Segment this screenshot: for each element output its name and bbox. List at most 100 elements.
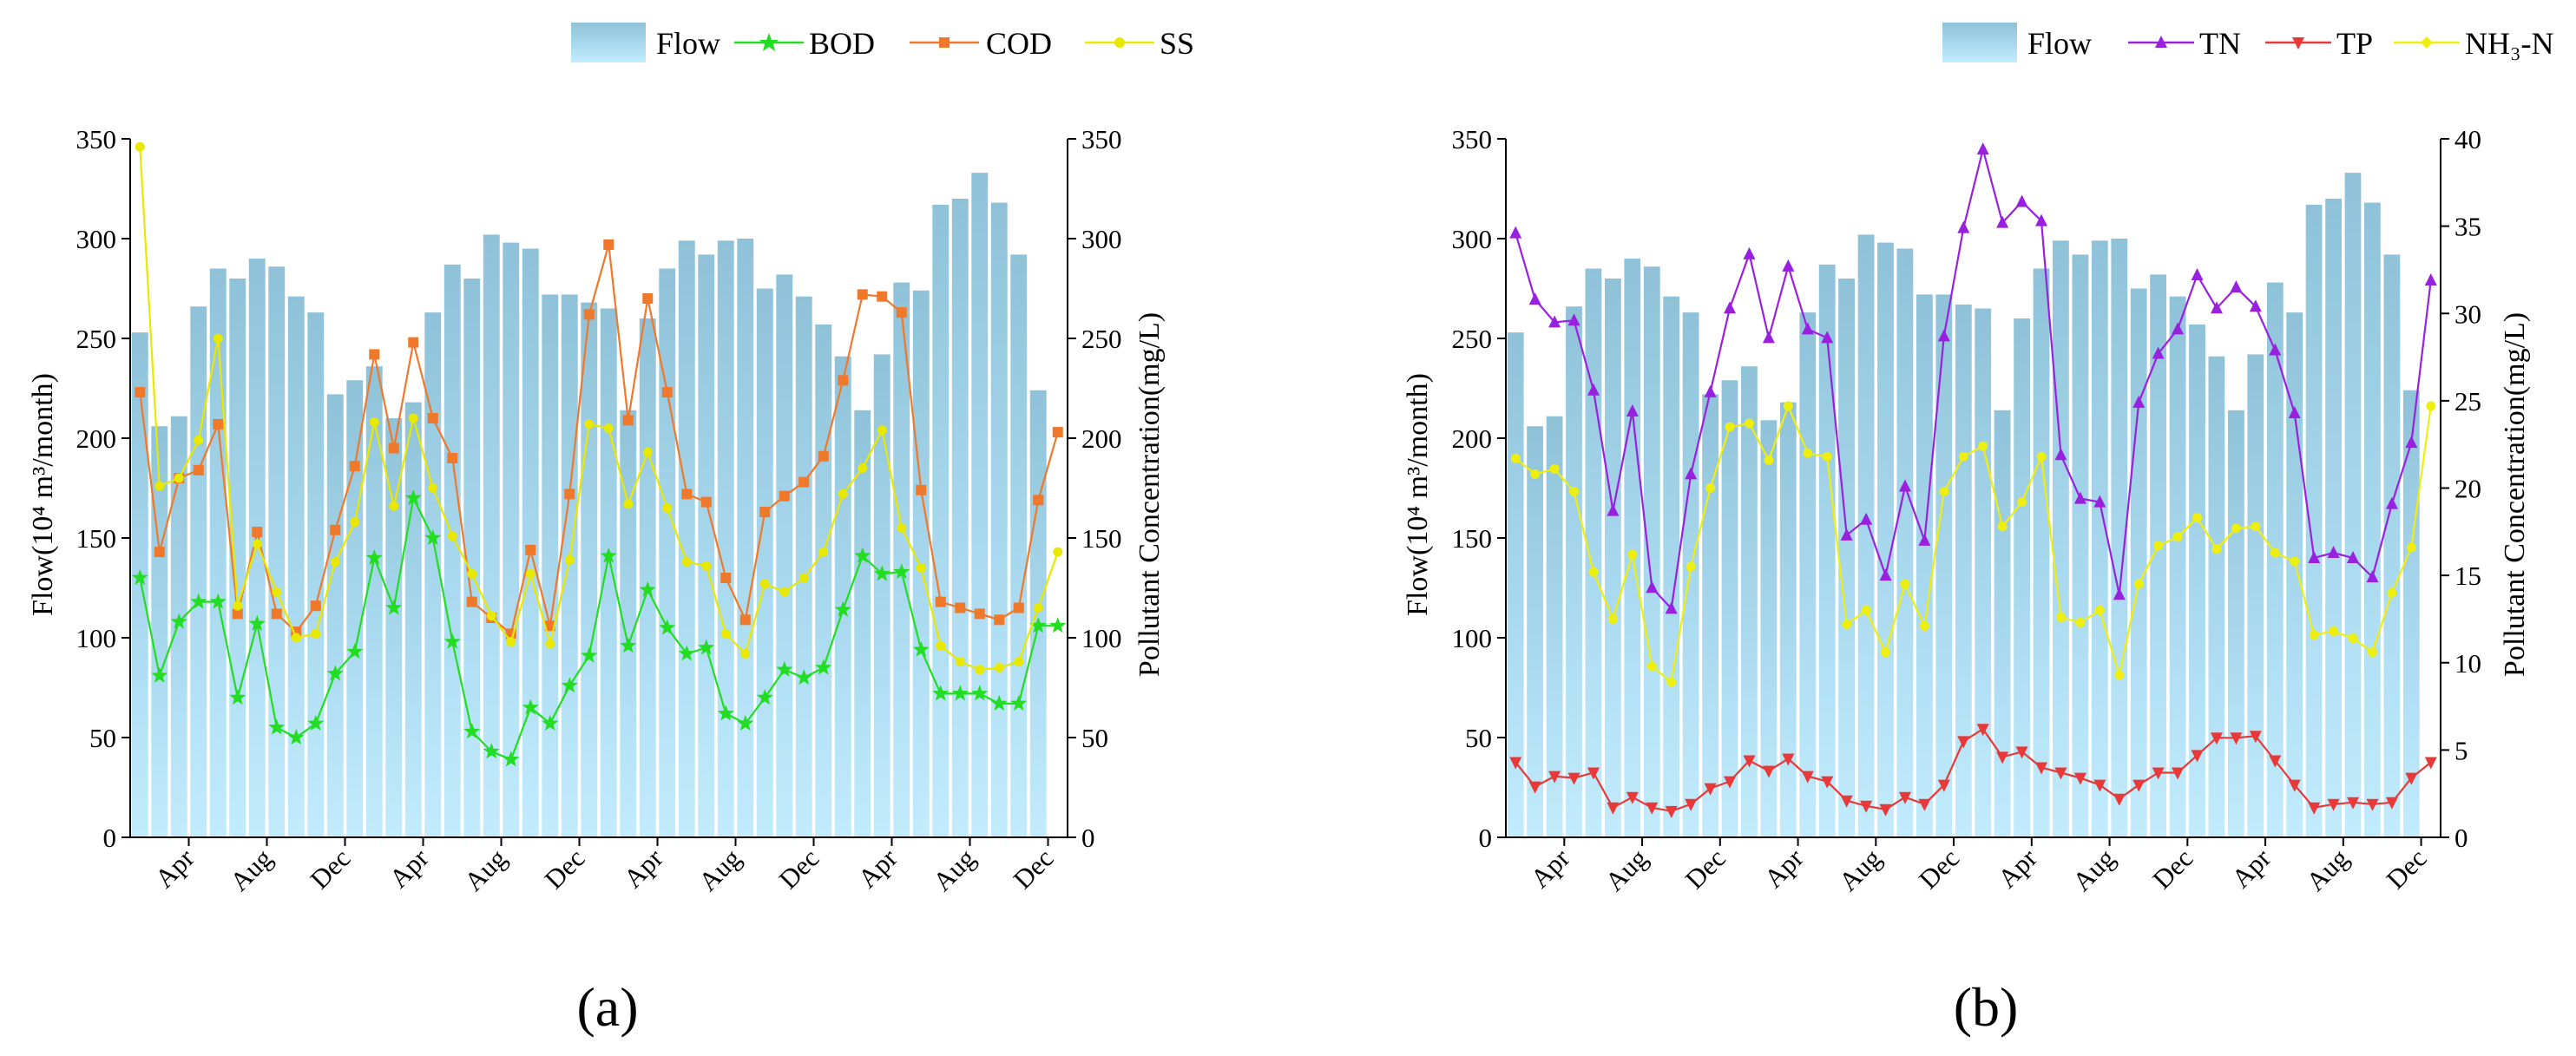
- data-point-tp: [2093, 779, 2106, 792]
- data-point-cod: [427, 413, 438, 423]
- flow-bar-a: [737, 239, 754, 837]
- data-point-tp: [2073, 772, 2086, 785]
- flow-bar-b: [2053, 240, 2069, 837]
- x-tick-label-a: Aug: [693, 843, 747, 897]
- data-point-tp: [2152, 767, 2165, 780]
- flow-bar-b: [2266, 282, 2284, 838]
- flow-bar-b: [1935, 294, 1953, 837]
- data-point-tp: [1976, 724, 1989, 737]
- series-line-tn: [1515, 148, 2432, 611]
- y-tick-label-left-a: 200: [76, 423, 117, 454]
- flow-bar-b: [2072, 254, 2089, 837]
- flow-bar-b: [2014, 318, 2030, 837]
- data-point-nh3n: [2192, 513, 2203, 523]
- flow-bar-a: [326, 394, 344, 837]
- data-point-bod: [678, 645, 695, 661]
- flow-bar-a: [776, 274, 793, 837]
- x-tick-label-a: Aug: [927, 843, 982, 897]
- data-point-ss: [525, 568, 536, 579]
- data-point-tn: [1801, 322, 1814, 335]
- data-point-tn: [2327, 545, 2340, 558]
- flow-bar-b: [2130, 288, 2147, 837]
- data-point-ss: [858, 463, 868, 473]
- data-point-ss: [877, 425, 887, 436]
- legend-label-ss: SS: [1160, 26, 1194, 61]
- flow-bar-a: [365, 366, 383, 837]
- data-point-cod: [154, 547, 165, 558]
- data-point-nh3n: [2114, 670, 2125, 680]
- data-point-bod: [151, 666, 168, 683]
- data-point-bod: [639, 580, 656, 597]
- data-point-ss: [428, 483, 438, 493]
- legend-b: Flow TN TP NH₃-N: [1942, 23, 2554, 62]
- flow-bar-b: [2325, 199, 2342, 837]
- data-point-ss: [330, 557, 340, 567]
- data-point-ss: [642, 447, 653, 457]
- data-point-nh3n: [1627, 549, 1638, 560]
- y-axis-title-left-b: Flow(10⁴ m³/month): [1402, 373, 1434, 616]
- data-point-cod: [232, 608, 243, 620]
- data-point-nh3n: [2406, 542, 2416, 553]
- data-point-tn: [2385, 496, 2398, 509]
- flow-bar-a: [542, 294, 559, 837]
- data-point-tp: [1821, 776, 1834, 789]
- flow-bar-a: [717, 240, 734, 837]
- flow-bar-a: [659, 268, 676, 837]
- legend-marker-cod: [939, 37, 950, 48]
- data-point-tp: [1724, 776, 1737, 789]
- data-point-bod: [737, 714, 754, 731]
- data-point-nh3n: [2036, 451, 2047, 462]
- flow-bar-b: [2208, 356, 2225, 837]
- legend-label-flow-b: Flow: [2027, 26, 2092, 61]
- flow-bar-a: [1029, 390, 1047, 837]
- data-point-ss: [623, 499, 634, 509]
- flow-bar-a: [209, 268, 227, 837]
- data-point-ss: [759, 579, 770, 589]
- flow-bar-a: [131, 332, 148, 838]
- data-point-cod: [681, 489, 693, 500]
- data-point-tn: [2113, 587, 2126, 600]
- data-point-tn: [1821, 331, 1834, 344]
- data-point-tp: [2405, 772, 2418, 785]
- data-point-nh3n: [1919, 620, 1929, 631]
- data-point-bod: [717, 705, 734, 721]
- data-point-nh3n: [1861, 605, 1871, 615]
- y-tick-label-right-a: 50: [1081, 723, 1108, 753]
- data-point-tn: [1646, 580, 1659, 594]
- data-point-nh3n: [1686, 561, 1696, 572]
- data-point-nh3n: [1997, 521, 2008, 532]
- data-point-cod: [369, 349, 380, 360]
- legend-label-nh3n: NH₃-N: [2465, 26, 2554, 61]
- x-tick-label-b: Aug: [1833, 843, 1888, 897]
- y-tick-label-left-b: 350: [1452, 124, 1493, 154]
- data-point-tn: [2249, 299, 2262, 312]
- data-point-bod: [990, 694, 1008, 711]
- data-point-cod: [135, 387, 146, 398]
- flow-bar-b: [1643, 266, 1660, 837]
- flow-bar-a: [483, 234, 500, 837]
- data-point-tp: [1898, 791, 1911, 804]
- flow-bar-b: [2150, 274, 2166, 837]
- y-tick-label-left-b: 100: [1452, 623, 1493, 653]
- data-point-cod: [759, 507, 771, 518]
- y-axis-title-left-a: Flow(10⁴ m³/month): [27, 373, 59, 616]
- data-point-bod: [1049, 617, 1067, 633]
- data-point-nh3n: [2251, 521, 2261, 532]
- y-tick-label-right-b: 40: [2454, 124, 2481, 154]
- data-point-cod: [779, 490, 790, 502]
- data-point-cod: [583, 309, 595, 320]
- data-point-tp: [1704, 783, 1717, 796]
- data-point-tp: [2210, 732, 2223, 745]
- data-point-nh3n: [1803, 448, 1813, 458]
- data-point-cod: [466, 596, 477, 607]
- data-point-tp: [1879, 803, 1892, 817]
- data-point-nh3n: [2309, 630, 2319, 640]
- flow-bar-a: [444, 264, 461, 837]
- data-point-nh3n: [1725, 422, 1735, 432]
- data-point-ss: [154, 481, 165, 491]
- data-point-tn: [2132, 395, 2146, 408]
- flow-bar-b: [2344, 173, 2362, 838]
- flow-bar-a: [287, 296, 305, 837]
- data-point-tp: [1607, 802, 1620, 815]
- chart-panel-a: Flow BOD COD SS 0 50 100 150 200 250 300 350 0 50…: [27, 23, 1194, 1038]
